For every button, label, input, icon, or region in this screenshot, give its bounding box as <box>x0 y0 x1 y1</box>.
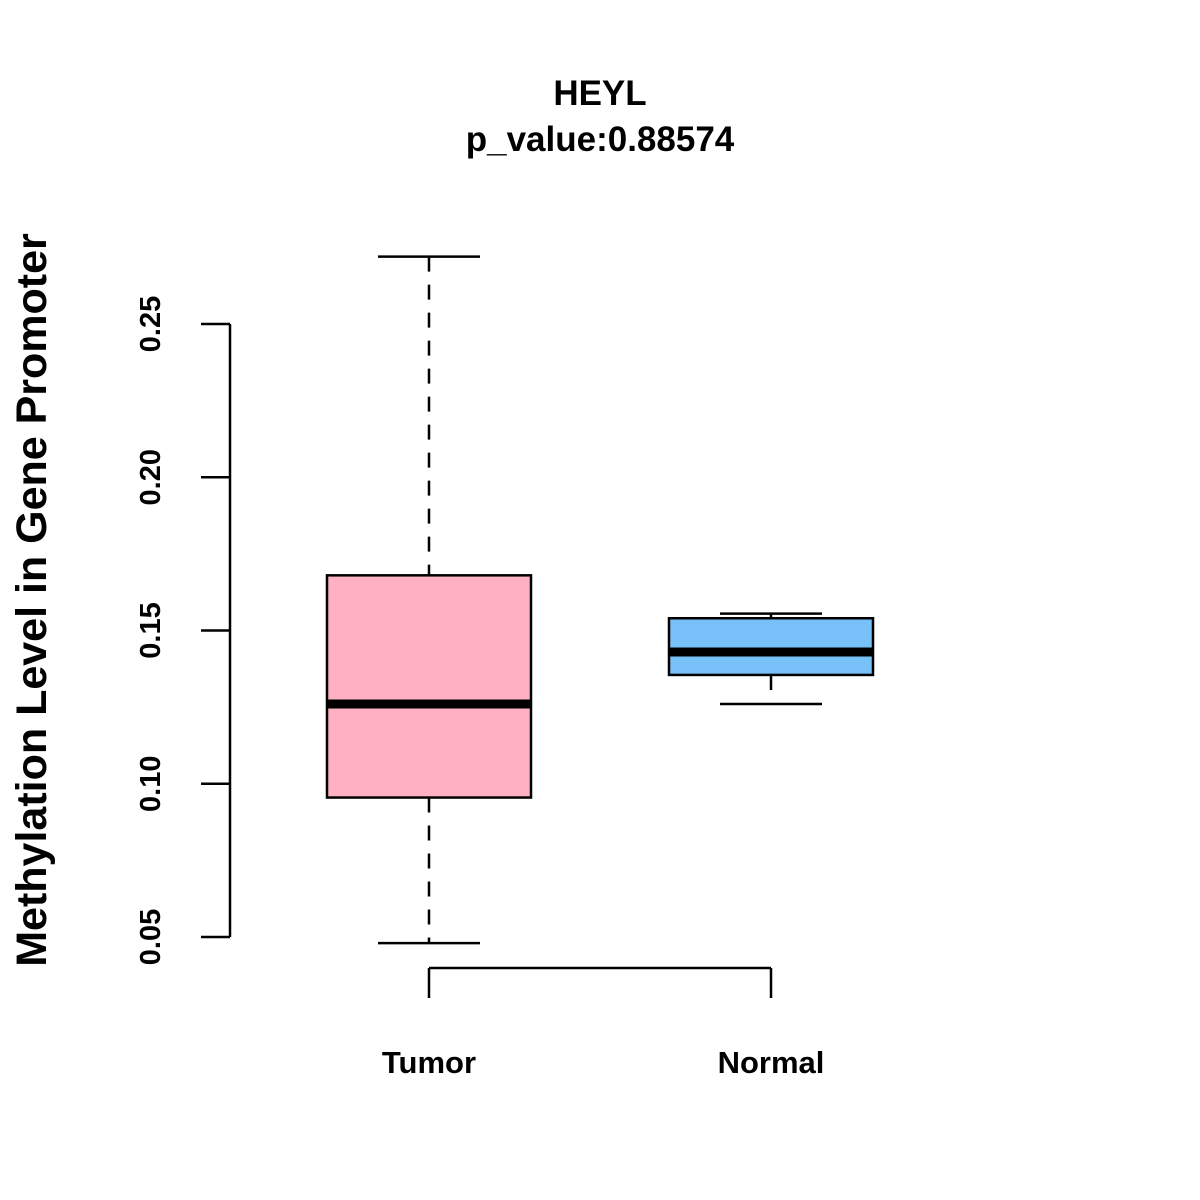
y-tick-label: 0.25 <box>135 296 167 352</box>
y-tick-label: 0.15 <box>135 602 167 658</box>
chart-title: HEYL <box>553 74 646 113</box>
box-normal <box>667 612 875 706</box>
y-axis: 0.05 0.10 0.15 0.20 0.25 <box>135 296 232 965</box>
y-tick-label: 0.05 <box>135 909 167 965</box>
x-axis: Tumor Normal <box>382 966 825 1080</box>
x-tick-label: Tumor <box>382 1045 476 1080</box>
iqr-box <box>667 616 875 677</box>
x-tick-label: Normal <box>718 1045 825 1080</box>
boxes <box>325 255 875 945</box>
box-tumor <box>325 255 533 945</box>
y-axis-label: Methylation Level in Gene Promoter <box>8 233 56 967</box>
chart-subtitle: p_value:0.88574 <box>466 120 735 159</box>
y-tick-label: 0.10 <box>135 756 167 812</box>
iqr-box <box>325 574 533 799</box>
y-tick-label: 0.20 <box>135 449 167 505</box>
